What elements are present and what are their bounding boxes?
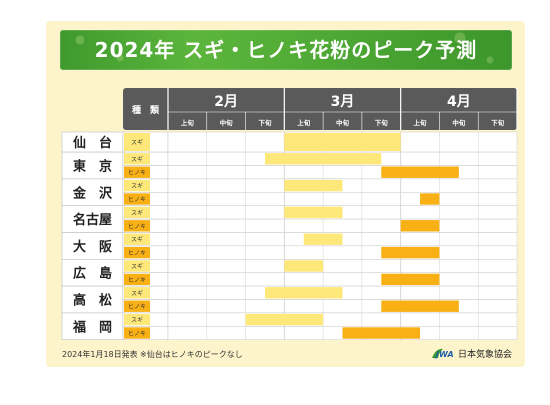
title-bar: 2024年 スギ・ヒノキ花粉のピーク予測 <box>60 30 512 70</box>
header-background <box>123 88 517 130</box>
peak-bar-sugi <box>264 287 343 299</box>
type-label: スギ <box>131 140 143 147</box>
type-color-swatch <box>124 273 150 286</box>
type-label: ヒノキ <box>128 223 146 230</box>
period-label: 中旬 <box>220 118 234 127</box>
peak-bar-sugi <box>284 206 343 219</box>
title-decoration <box>60 30 512 70</box>
type-color-swatch <box>124 327 150 339</box>
peak-bar-sugi <box>284 260 324 272</box>
grid-row <box>167 218 518 233</box>
grid-row <box>167 259 518 273</box>
grid-row <box>167 272 518 287</box>
svg-text:JWA: JWA <box>434 350 454 359</box>
period-label: 下旬 <box>258 118 272 127</box>
city-cell <box>61 258 124 287</box>
sendai-note: ※仙台はヒノキのピークなし <box>140 350 243 359</box>
city-cell <box>61 232 124 260</box>
month-label: 4月 <box>447 94 471 110</box>
city-name: 仙 台 <box>73 135 112 151</box>
peak-bar-hinoki <box>381 273 440 286</box>
city-cell <box>61 312 124 340</box>
period-label: 上旬 <box>297 118 311 127</box>
peak-bar-sugi <box>284 179 343 192</box>
type-color-swatch <box>124 313 150 326</box>
type-color-swatch <box>124 153 150 165</box>
type-color-swatch <box>124 133 150 152</box>
peak-bar-sugi <box>303 233 343 245</box>
type-color-swatch <box>124 287 150 299</box>
city-name: 東 京 <box>73 159 112 175</box>
peak-bar-hinoki <box>381 246 440 259</box>
peak-bar-hinoki <box>342 327 421 339</box>
grid-row <box>167 165 518 180</box>
grid-row <box>167 312 518 327</box>
type-label: ヒノキ <box>128 304 146 311</box>
type-color-swatch <box>124 246 150 259</box>
city-name: 大 阪 <box>73 239 113 255</box>
city-name: 広 島 <box>73 266 112 282</box>
city-name: 高 松 <box>73 293 112 309</box>
type-color-swatch <box>124 233 150 245</box>
city-cell <box>61 205 124 233</box>
type-label: スギ <box>131 237 143 244</box>
period-label: 下旬 <box>491 118 505 127</box>
type-color-swatch <box>124 179 150 192</box>
type-label: ヒノキ <box>128 277 146 284</box>
type-label: スギ <box>131 317 143 324</box>
grid-row <box>167 299 518 314</box>
type-label: ヒノキ <box>128 170 146 177</box>
jwa-logo: JWA <box>432 348 454 359</box>
type-label: スギ <box>131 264 143 271</box>
period-label: 中旬 <box>452 118 466 127</box>
type-color-swatch <box>124 260 150 272</box>
type-color-swatch <box>124 206 150 219</box>
type-color-swatch <box>124 193 150 205</box>
city-cell <box>61 285 124 314</box>
type-label: スギ <box>131 210 143 217</box>
peak-bar-hinoki <box>381 166 459 178</box>
period-label: 上旬 <box>181 118 195 127</box>
peak-bar-hinoki <box>400 220 440 232</box>
kind-header: 種 類 <box>132 104 160 116</box>
peak-bar-hinoki <box>420 193 440 205</box>
type-color-swatch <box>124 300 150 312</box>
city-name: 名古屋 <box>73 212 112 228</box>
peak-bar-sugi <box>245 313 324 326</box>
type-label: スギ <box>131 156 143 163</box>
city-name: 金 沢 <box>72 185 113 201</box>
type-color-swatch <box>124 166 150 178</box>
chart-title: 2024年 スギ・ヒノキ花粉のピーク予測 <box>94 38 478 62</box>
type-color-swatch <box>124 220 150 232</box>
city-name: 福 岡 <box>72 319 112 335</box>
type-label: ヒノキ <box>128 250 146 257</box>
period-label: 中旬 <box>336 118 350 127</box>
peak-bar-hinoki <box>381 300 459 312</box>
period-label: 下旬 <box>375 118 389 127</box>
announcement-date: 2024年1月18日発表 <box>62 350 138 359</box>
period-label: 上旬 <box>414 118 428 127</box>
type-label: スギ <box>131 183 143 190</box>
type-label: ヒノキ <box>128 197 146 204</box>
peak-bar-sugi <box>264 153 382 165</box>
month-label: 3月 <box>331 94 355 110</box>
peak-bar-sugi <box>284 133 401 152</box>
grid-row <box>167 192 518 206</box>
type-label: ヒノキ <box>128 331 146 338</box>
organization-name: 日本気象協会 <box>458 350 513 360</box>
grid-row <box>167 245 518 260</box>
month-label: 2月 <box>214 94 238 110</box>
type-label: スギ <box>131 290 143 297</box>
